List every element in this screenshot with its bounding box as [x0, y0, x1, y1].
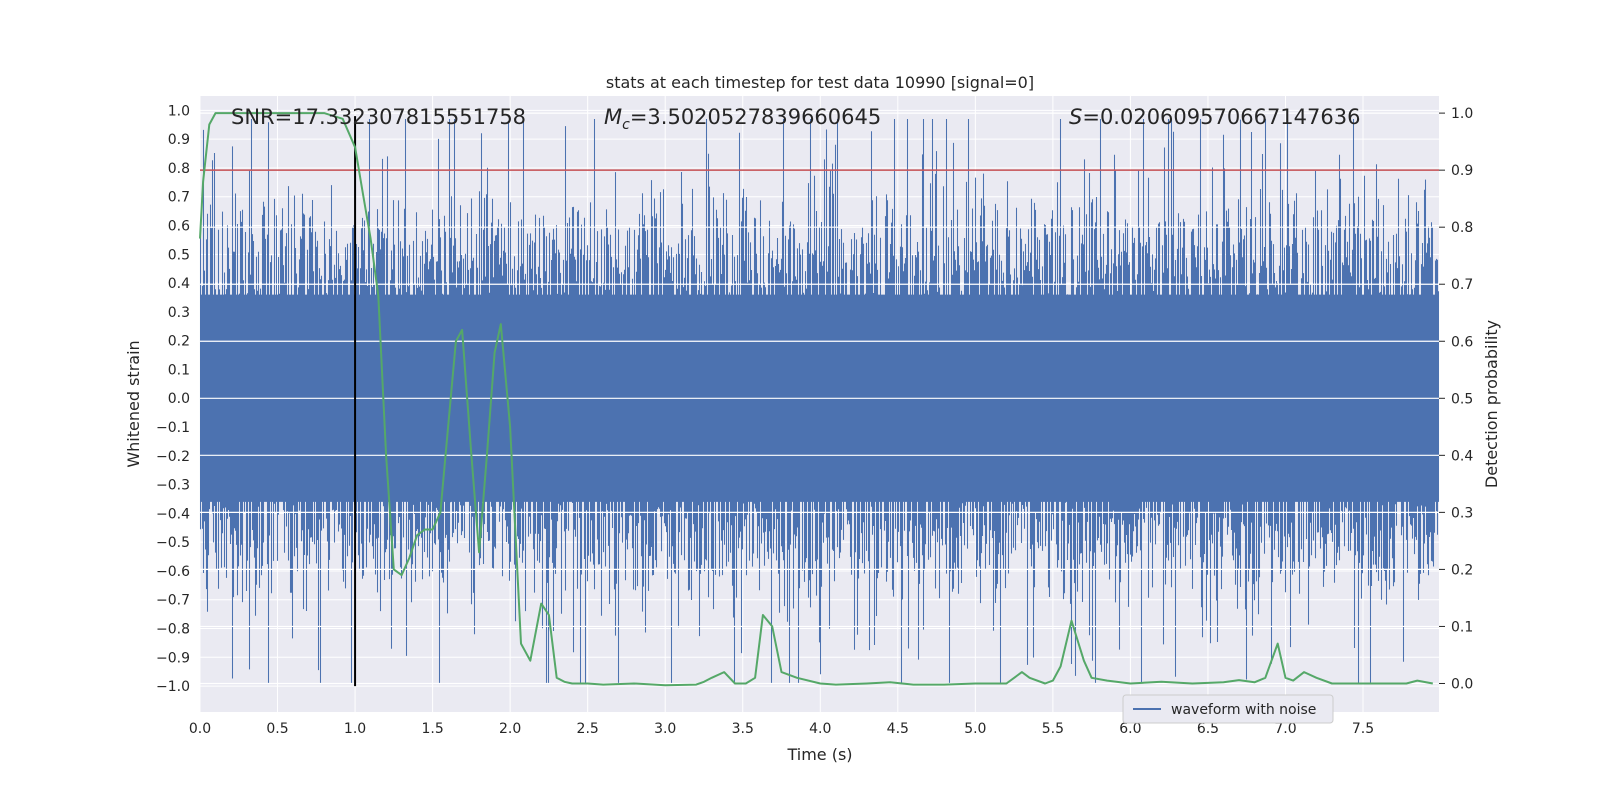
- right-y-axis-label: Detection probability: [1482, 320, 1501, 488]
- legend-label: waveform with noise: [1171, 702, 1316, 718]
- right-y-tick-label: 0.6: [1451, 334, 1473, 350]
- x-tick-label: 0.0: [189, 721, 211, 737]
- right-y-tick-label: 0.5: [1451, 391, 1473, 407]
- snr-annotation: SNR=17.332307815551758: [231, 105, 526, 129]
- chirp-mass-symbol: M: [604, 105, 622, 129]
- x-tick-label: 2.0: [499, 721, 521, 737]
- left-y-tick-label: −0.9: [156, 650, 190, 666]
- chirp-mass-annotation: Mc=3.5020527839660645: [604, 105, 881, 133]
- right-y-tick-label: 0.9: [1451, 163, 1473, 179]
- score-symbol: S: [1069, 105, 1082, 129]
- right-y-axis-ticks: 1.0 0.9 0.8 0.7 0.6 0.5 0.4 0.3 0.2 0.1 0.0: [1439, 106, 1473, 692]
- left-y-tick-label: −0.2: [156, 449, 190, 465]
- x-tick-label: 4.0: [809, 721, 831, 737]
- x-tick-label: 5.0: [964, 721, 986, 737]
- left-y-tick-label: 0.7: [168, 190, 190, 206]
- right-y-tick-label: 0.7: [1451, 277, 1473, 293]
- legend: waveform with noise: [1122, 694, 1334, 724]
- left-y-tick-label: −0.7: [156, 593, 190, 609]
- x-tick-label: 6.5: [1197, 721, 1219, 737]
- chirp-mass-subscript: c: [622, 117, 630, 133]
- x-tick-label: 4.5: [887, 721, 909, 737]
- x-axis-label: Time (s): [786, 745, 852, 764]
- right-y-tick-label: 1.0: [1451, 106, 1473, 122]
- left-y-tick-label: −0.6: [156, 564, 190, 580]
- score-value: =0.020609570667147636: [1082, 105, 1360, 129]
- left-y-tick-label: 0.6: [168, 219, 190, 235]
- x-tick-label: 6.0: [1119, 721, 1141, 737]
- left-y-tick-label: 0.2: [168, 334, 190, 350]
- left-y-tick-label: 0.5: [168, 247, 190, 263]
- legend-box: [1122, 694, 1334, 724]
- left-y-tick-label: −0.5: [156, 535, 190, 551]
- x-tick-label: 0.5: [266, 721, 288, 737]
- left-y-tick-label: 0.3: [168, 305, 190, 321]
- right-y-tick-label: 0.4: [1451, 448, 1473, 464]
- chart-title: stats at each timestep for test data 109…: [606, 73, 1034, 92]
- left-y-tick-label: 0.1: [168, 362, 190, 378]
- left-y-tick-label: −1.0: [156, 679, 190, 695]
- left-y-tick-label: −0.8: [156, 622, 190, 638]
- right-y-tick-label: 0.2: [1451, 562, 1473, 578]
- right-y-tick-label: 0.1: [1451, 619, 1473, 635]
- score-annotation: S=0.020609570667147636: [1069, 105, 1360, 129]
- right-y-tick-label: 0.0: [1451, 676, 1473, 692]
- left-y-tick-label: 1.0: [168, 103, 190, 119]
- right-y-tick-label: 0.3: [1451, 505, 1473, 521]
- left-y-tick-label: −0.4: [156, 506, 190, 522]
- x-tick-label: 2.5: [577, 721, 599, 737]
- left-y-axis-label: Whitened strain: [124, 340, 143, 467]
- chirp-mass-value: =3.5020527839660645: [630, 105, 881, 129]
- x-tick-label: 3.5: [732, 721, 754, 737]
- x-tick-label: 7.0: [1274, 721, 1296, 737]
- left-y-axis-ticks: 1.0 0.9 0.8 0.7 0.6 0.5 0.4 0.3 0.2 0.1 0.0 −0.1 −0.…: [156, 103, 190, 695]
- x-tick-label: 7.5: [1352, 721, 1374, 737]
- x-axis-ticks: 0.0 0.5 1.0 1.5 2.0 2.5 3.0 3.5 4.0 4.5 5.0 5.5 6.0 6…: [189, 721, 1374, 737]
- detection-probability-line: [199, 112, 1433, 687]
- x-tick-label: 1.5: [421, 721, 443, 737]
- left-y-tick-label: 0.9: [168, 132, 190, 148]
- left-y-tick-label: 0.0: [168, 391, 190, 407]
- right-y-tick-label: 0.8: [1451, 220, 1473, 236]
- left-y-tick-label: 0.4: [168, 276, 190, 292]
- x-tick-label: 1.0: [344, 721, 366, 737]
- left-y-tick-label: −0.1: [156, 420, 190, 436]
- x-tick-label: 3.0: [654, 721, 676, 737]
- left-y-tick-label: −0.3: [156, 478, 190, 494]
- x-tick-label: 5.5: [1042, 721, 1064, 737]
- left-y-tick-label: 0.8: [168, 161, 190, 177]
